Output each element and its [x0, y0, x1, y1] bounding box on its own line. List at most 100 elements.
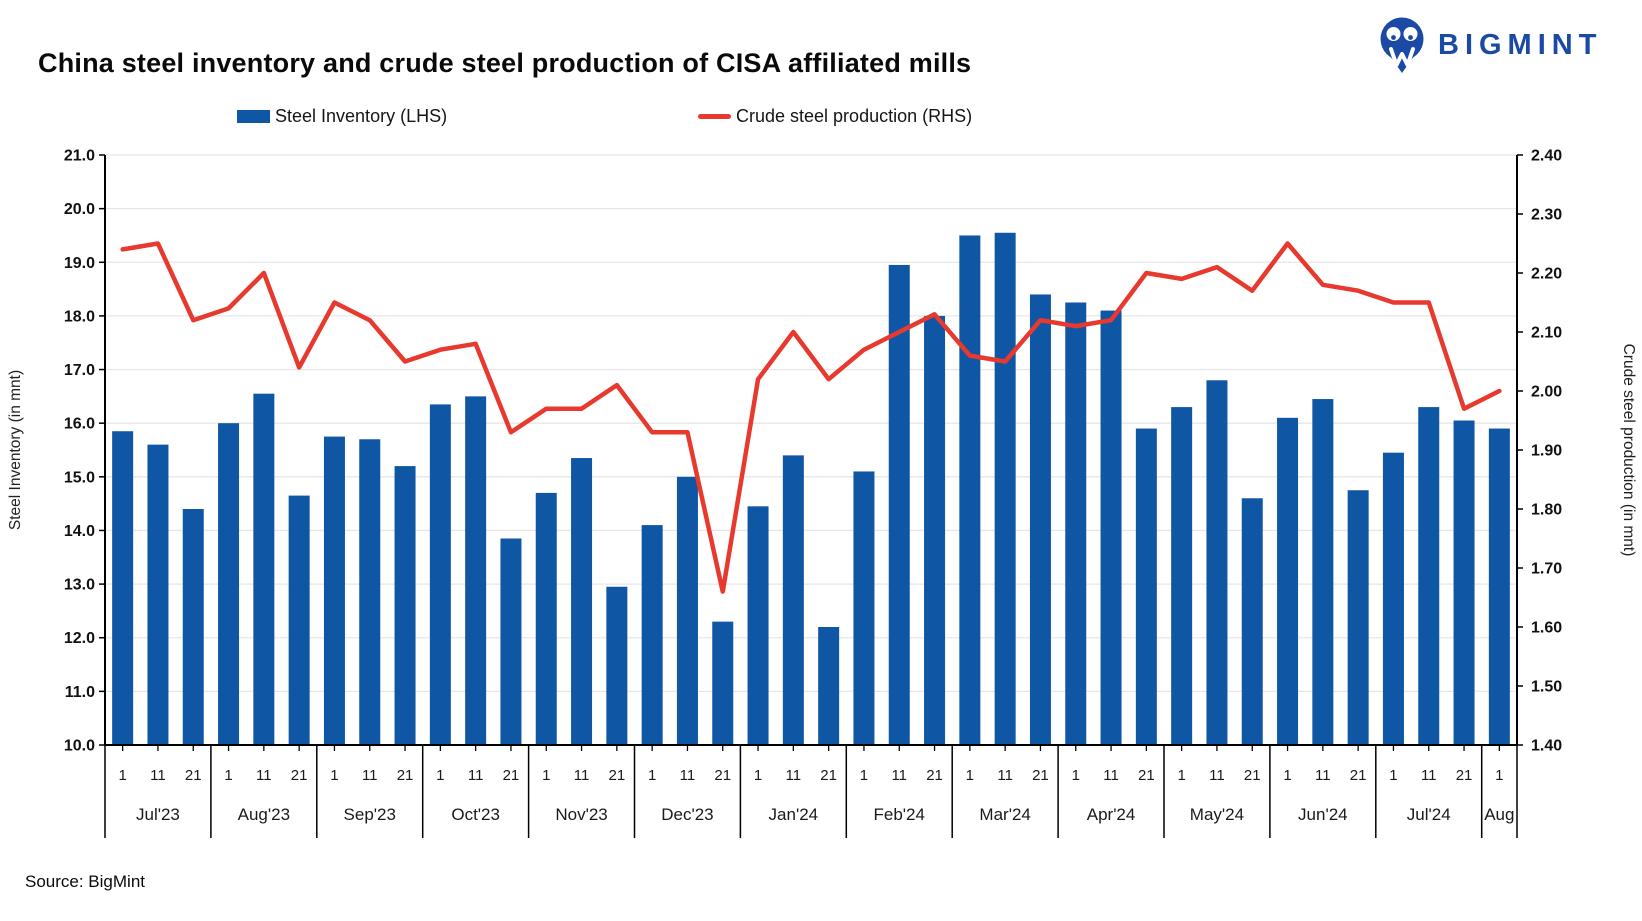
x-tick-label: 21: [1138, 767, 1155, 784]
left-axis-tick-label: 19.0: [64, 255, 95, 272]
right-axis-tick-label: 1.90: [1531, 443, 1562, 460]
inventory-bar: [1488, 428, 1510, 745]
x-tick-label: 11: [1315, 767, 1331, 784]
x-tick-label: 21: [609, 767, 626, 784]
inventory-bar: [1241, 498, 1263, 745]
right-axis-tick-label: 1.60: [1531, 620, 1562, 637]
inventory-bar: [1206, 380, 1228, 745]
left-axis-tick-label: 13.0: [64, 577, 95, 594]
left-axis-tick-label: 17.0: [64, 362, 95, 379]
month-label: Feb'24: [874, 805, 925, 824]
right-axis-tick-label: 2.10: [1531, 325, 1562, 342]
inventory-bar: [1312, 399, 1334, 745]
left-axis-tick-label: 20.0: [64, 201, 95, 218]
x-tick-label: 1: [1177, 767, 1185, 784]
x-tick-label: 21: [1032, 767, 1049, 784]
x-tick-label: 11: [680, 767, 696, 784]
x-tick-label: 11: [256, 767, 272, 784]
x-tick-label: 1: [648, 767, 656, 784]
bigmint-logo-icon: [1380, 17, 1424, 73]
x-tick-label: 1: [1389, 767, 1397, 784]
inventory-bar: [253, 393, 275, 745]
x-tick-label: 21: [926, 767, 943, 784]
x-tick-label: 1: [436, 767, 444, 784]
month-label: Jul'23: [136, 805, 180, 824]
x-tick-label: 1: [330, 767, 338, 784]
legend-line-label: Crude steel production (RHS): [736, 105, 973, 126]
inventory-bar: [924, 315, 946, 745]
x-tick-label: 11: [362, 767, 378, 784]
x-tick-label: 1: [1072, 767, 1080, 784]
x-tick-label: 1: [966, 767, 974, 784]
left-axis-tick-label: 16.0: [64, 416, 95, 433]
inventory-bar: [1453, 420, 1475, 745]
inventory-bar: [535, 492, 557, 745]
inventory-bar: [218, 423, 240, 745]
x-tick-label: 11: [574, 767, 590, 784]
x-tick-label: 21: [1244, 767, 1261, 784]
right-axis-tick-label: 2.20: [1531, 266, 1562, 283]
month-label: May'24: [1190, 805, 1244, 824]
inventory-bar: [182, 509, 204, 745]
x-tick-label: 11: [997, 767, 1013, 784]
left-axis-tick-label: 10.0: [64, 738, 95, 755]
right-axis-tick-label: 2.40: [1531, 148, 1562, 165]
inventory-bar: [1347, 490, 1369, 745]
inventory-bar: [465, 396, 487, 745]
inventory-bar: [147, 444, 169, 745]
right-axis-tick-label: 1.40: [1531, 738, 1562, 755]
month-label: Aug'23: [238, 805, 290, 824]
right-axis-tick-label: 1.70: [1531, 561, 1562, 578]
right-axis-tick-label: 1.50: [1531, 679, 1562, 696]
inventory-bar: [394, 466, 416, 745]
x-tick-label: 1: [860, 767, 868, 784]
x-tick-label: 21: [503, 767, 520, 784]
right-axis-title: Crude steel production (in mnt): [1620, 344, 1637, 557]
legend-line-swatch: [698, 113, 731, 119]
x-tick-label: 21: [397, 767, 414, 784]
x-tick-label: 11: [150, 767, 166, 784]
inventory-bar: [288, 495, 310, 745]
x-tick-label: 1: [1283, 767, 1291, 784]
x-tick-label: 11: [1209, 767, 1225, 784]
x-tick-label: 11: [468, 767, 484, 784]
inventory-bar: [571, 458, 593, 745]
legend-bar-label: Steel Inventory (LHS): [275, 105, 448, 126]
inventory-bar: [1029, 294, 1051, 745]
inventory-bar: [1382, 452, 1404, 745]
left-axis-tick-label: 18.0: [64, 308, 95, 325]
x-tick-label: 21: [1350, 767, 1367, 784]
inventory-bar: [818, 627, 840, 745]
production-line: [120, 241, 1502, 594]
x-tick-label: 21: [1456, 767, 1473, 784]
month-label: Aug: [1484, 805, 1514, 824]
x-tick-label: 11: [1103, 767, 1119, 784]
inventory-bar: [606, 586, 628, 745]
bigmint-logo-text: BIGMINT: [1438, 28, 1603, 61]
inventory-bar: [712, 621, 734, 745]
month-label: Mar'24: [979, 805, 1030, 824]
month-label: Dec'23: [661, 805, 713, 824]
month-label: Sep'23: [344, 805, 396, 824]
inventory-bar: [323, 436, 345, 745]
inventory-bar: [1135, 428, 1157, 745]
inventory-bar: [782, 455, 804, 745]
right-axis-tick-label: 2.00: [1531, 384, 1562, 401]
right-axis-tick-label: 2.30: [1531, 207, 1562, 224]
month-label: Apr'24: [1087, 805, 1136, 824]
inventory-bar: [1418, 407, 1440, 745]
month-label: Nov'23: [555, 805, 607, 824]
left-axis-tick-label: 11.0: [65, 684, 95, 701]
inventory-bar: [1100, 310, 1122, 745]
month-label: Jun'24: [1298, 805, 1348, 824]
inventory-bar: [1277, 417, 1299, 745]
legend-bar-swatch: [237, 109, 270, 123]
left-axis-tick-label: 15.0: [64, 469, 95, 486]
month-label: Jan'24: [769, 805, 819, 824]
legend-item-crude-production: Crude steel production (RHS): [698, 104, 972, 128]
inventory-bar: [429, 404, 451, 745]
legend-item-steel-inventory: Steel Inventory (LHS): [237, 104, 447, 128]
source-note: Source: BigMint: [25, 872, 145, 891]
x-tick-label: 11: [786, 767, 802, 784]
